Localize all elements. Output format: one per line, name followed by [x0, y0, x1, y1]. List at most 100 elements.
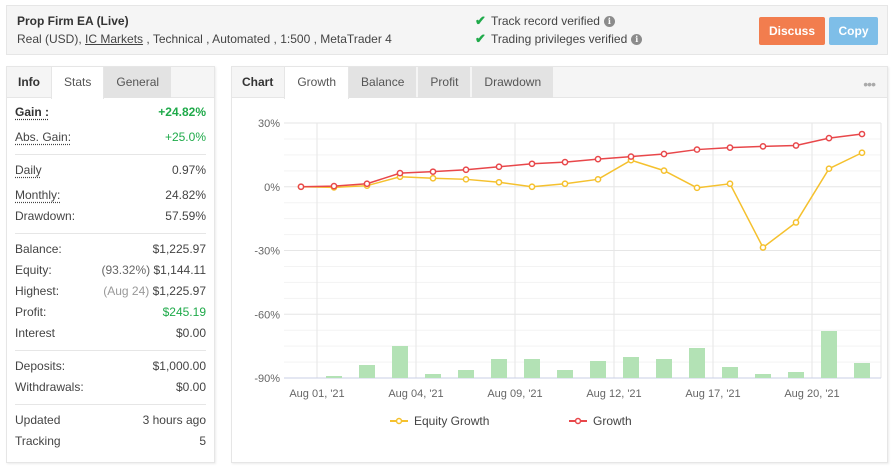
stat-monthly: Monthly: 24.82%: [15, 185, 206, 206]
stat-tracking: Tracking 5: [15, 431, 206, 452]
svg-text:0%: 0%: [264, 182, 280, 194]
highest-date: (Aug 24): [103, 284, 150, 298]
tracking-label: Tracking: [15, 434, 61, 448]
stats-panel: Info Stats General Gain : +24.82% Abs. G…: [6, 66, 215, 463]
tab-general[interactable]: General: [104, 67, 172, 98]
svg-text:-30%: -30%: [254, 246, 280, 258]
legend-growth[interactable]: Growth: [569, 414, 632, 428]
svg-text:Aug 20, '21: Aug 20, '21: [784, 388, 839, 400]
info-icon[interactable]: i: [631, 33, 643, 45]
tab-chart[interactable]: Chart: [242, 75, 274, 89]
highest-value-group: (Aug 24) $1,225.97: [103, 281, 206, 302]
copy-button[interactable]: Copy: [829, 17, 878, 45]
deposits-label: Deposits:: [15, 359, 66, 373]
tab-balance[interactable]: Balance: [349, 67, 417, 98]
svg-text:30%: 30%: [258, 118, 280, 130]
svg-text:Aug 17, '21: Aug 17, '21: [685, 388, 740, 400]
stat-withdrawals: Withdrawals: $0.00: [15, 377, 206, 398]
stat-abs-gain: Abs. Gain: +25.0%: [15, 127, 206, 148]
tab-info[interactable]: Info: [18, 75, 40, 89]
stat-balance: Balance: $1,225.97: [15, 239, 206, 260]
equity-growth-legend-icon: [390, 417, 408, 425]
chart-panel: Chart Growth Balance Profit Drawdown •••…: [231, 66, 888, 463]
info-icon[interactable]: i: [603, 15, 615, 27]
legend-growth-label: Growth: [593, 414, 632, 428]
withdrawals-label: Withdrawals:: [15, 380, 84, 394]
svg-text:Aug 04, '21: Aug 04, '21: [388, 388, 443, 400]
trading-privileges-verified: ✔ Trading privileges verified i: [475, 31, 643, 47]
gain-label[interactable]: Gain :: [15, 105, 50, 119]
chart-bars: [326, 331, 870, 378]
check-icon: ✔: [475, 31, 486, 46]
equity-value: $1,144.11: [153, 263, 207, 277]
stat-profit: Profit: $245.19: [15, 302, 206, 323]
broker-link[interactable]: IC Markets: [85, 32, 144, 46]
interest-value: $0.00: [175, 326, 206, 340]
growth-chart: 30% 0% -30% -60% -90% Aug 01, '21 Aug 04, '21…: [254, 118, 882, 400]
interest-label: Interest: [15, 326, 56, 340]
stat-interest: Interest $0.00: [15, 323, 206, 344]
tab-profit[interactable]: Profit: [418, 67, 471, 98]
highest-label: Highest:: [15, 284, 60, 298]
drawdown-value: 57.59%: [165, 209, 206, 223]
drawdown-label: Drawdown:: [15, 209, 76, 223]
abs-gain-value: +25.0%: [164, 130, 206, 144]
check-icon: ✔: [475, 13, 486, 28]
stat-updated: Updated 3 hours ago: [15, 410, 206, 431]
balance-value: $1,225.97: [152, 242, 206, 256]
more-options-icon[interactable]: •••: [863, 76, 876, 92]
divider: [15, 154, 206, 155]
svg-text:-90%: -90%: [254, 373, 280, 385]
trading-privileges-label: Trading privileges verified: [491, 32, 628, 46]
updated-value: 3 hours ago: [142, 413, 206, 427]
profit-value: $245.19: [162, 305, 206, 319]
balance-label: Balance:: [15, 242, 62, 256]
tab-growth[interactable]: Growth: [284, 67, 350, 99]
tab-drawdown[interactable]: Drawdown: [472, 67, 554, 98]
profit-label: Profit:: [15, 305, 47, 319]
chart-grid: [284, 122, 882, 379]
account-subtitle: Real (USD), IC Markets , Technical , Aut…: [17, 32, 392, 46]
account-title: Prop Firm EA (Live): [17, 14, 129, 28]
monthly-value: 24.82%: [165, 188, 206, 202]
monthly-label[interactable]: Monthly:: [15, 188, 61, 202]
stats-tabs: Info Stats General: [7, 67, 214, 99]
chart-lines: [297, 130, 866, 251]
svg-text:Aug 12, '21: Aug 12, '21: [586, 388, 641, 400]
highest-value: $1,225.97: [152, 284, 206, 298]
track-record-verified: ✔ Track record verified i: [475, 13, 615, 29]
account-type: Real (USD),: [17, 32, 86, 46]
stat-highest: Highest: (Aug 24) $1,225.97: [15, 281, 206, 302]
divider: [15, 404, 206, 405]
stat-daily: Daily 0.97%: [15, 160, 206, 181]
tab-stats[interactable]: Stats: [51, 67, 105, 99]
growth-legend-icon: [569, 417, 587, 425]
abs-gain-label[interactable]: Abs. Gain:: [15, 130, 72, 144]
legend-equity-growth[interactable]: Equity Growth: [390, 414, 489, 428]
stat-gain: Gain : +24.82%: [15, 102, 206, 123]
daily-label[interactable]: Daily: [15, 163, 42, 177]
stat-drawdown: Drawdown: 57.59%: [15, 206, 206, 227]
divider: [15, 233, 206, 234]
tracking-value: 5: [199, 434, 206, 448]
y-axis-labels: 30% 0% -30% -60% -90%: [254, 118, 280, 385]
svg-text:-60%: -60%: [254, 309, 280, 321]
stats-list: Gain : +24.82% Abs. Gain: +25.0% Daily 0…: [15, 99, 206, 452]
legend-equity-growth-label: Equity Growth: [414, 414, 490, 428]
withdrawals-value: $0.00: [175, 380, 206, 394]
stat-equity: Equity: (93.32%) $1,144.11: [15, 260, 206, 281]
equity-value-group: (93.32%) $1,144.11: [101, 260, 206, 281]
chart-tabs: Chart Growth Balance Profit Drawdown: [232, 67, 887, 99]
daily-value: 0.97%: [171, 163, 206, 177]
equity-percent: (93.32%): [101, 263, 151, 277]
account-details: , Technical , Automated , 1:500 , MetaTr…: [143, 32, 392, 46]
updated-label: Updated: [15, 413, 61, 427]
svg-text:Aug 01, '21: Aug 01, '21: [289, 388, 344, 400]
gain-value: +24.82%: [158, 105, 206, 119]
account-header: Prop Firm EA (Live) Real (USD), IC Marke…: [6, 5, 888, 55]
stat-deposits: Deposits: $1,000.00: [15, 356, 206, 377]
deposits-value: $1,000.00: [152, 359, 206, 373]
divider: [15, 350, 206, 351]
svg-text:Aug 09, '21: Aug 09, '21: [487, 388, 542, 400]
discuss-button[interactable]: Discuss: [759, 17, 825, 45]
